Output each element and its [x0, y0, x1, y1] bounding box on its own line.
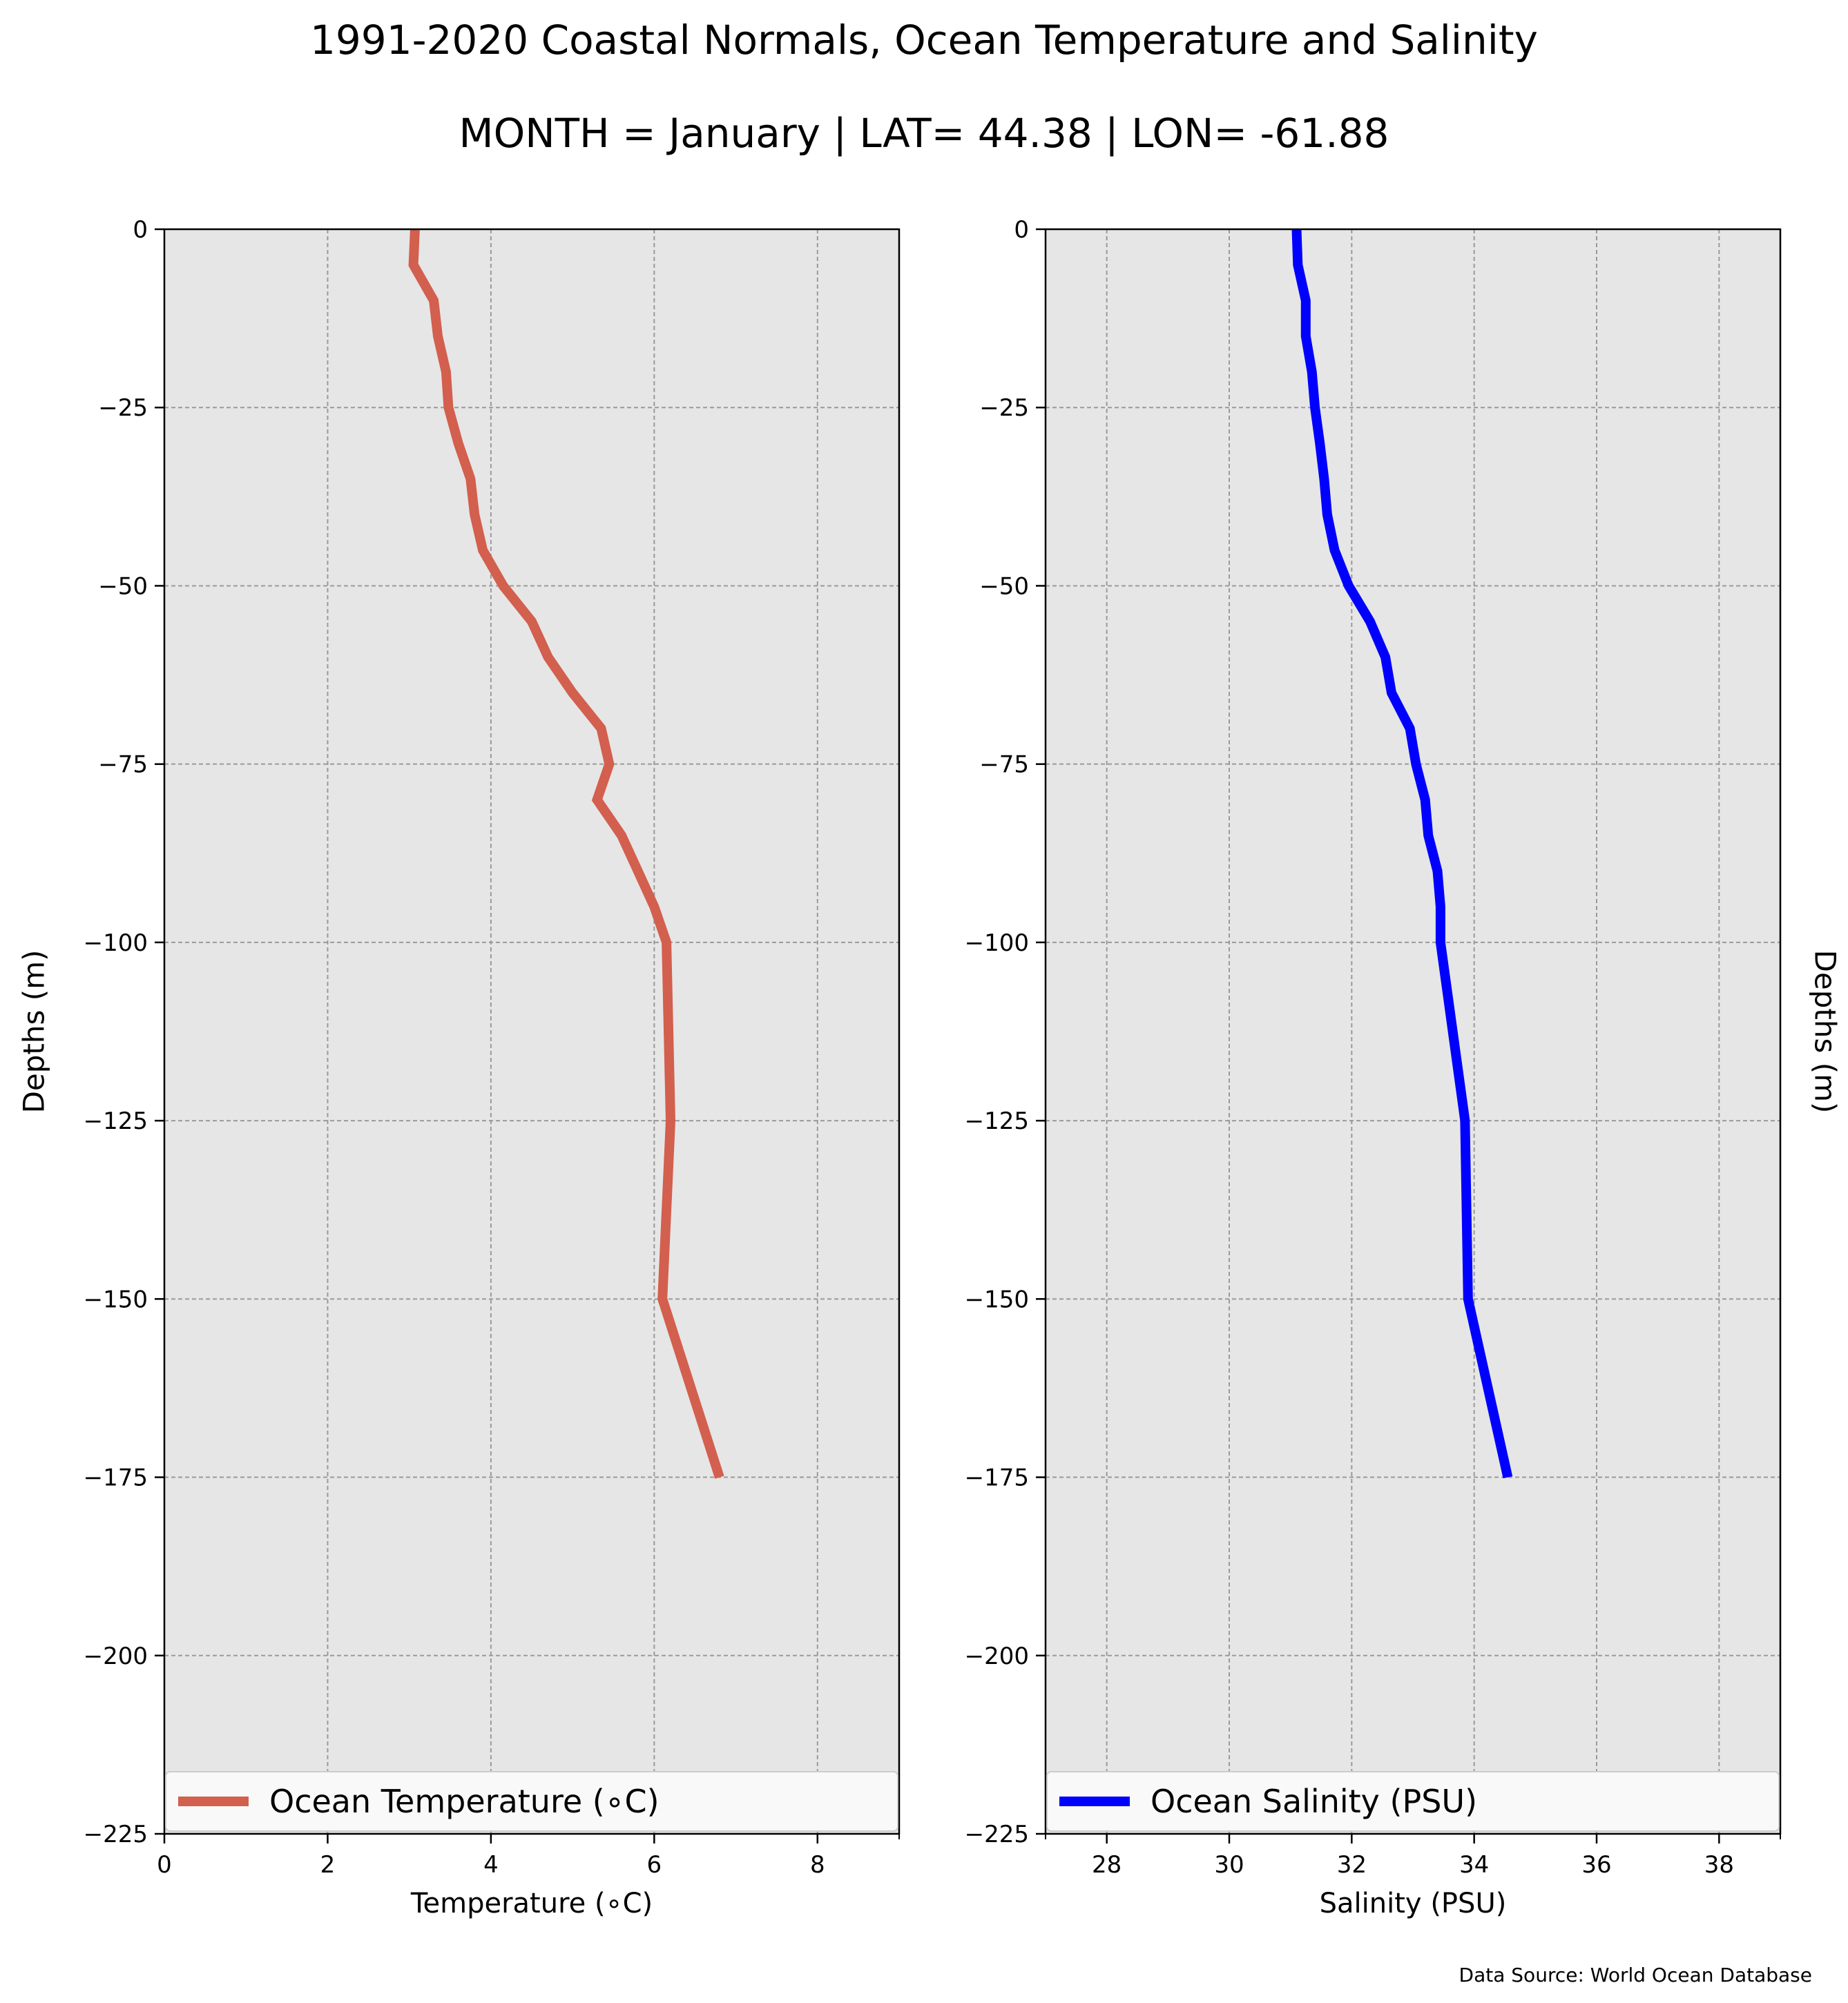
salinity-xtick-label: 38: [1704, 1851, 1734, 1879]
salinity-ytick-label: 0: [1014, 216, 1029, 244]
salinity-x-axis-label: Salinity (PSU): [1320, 1888, 1507, 1919]
temperature-legend: Ocean Temperature (∘C): [165, 1771, 898, 1832]
salinity-ytick-label: −150: [965, 1286, 1029, 1313]
temperature-chart: 0 −25 −50 −75 −100 −125 −150 −175 −200 −225 0 2 4 6 8 T…: [17, 216, 901, 1919]
temperature-axes-frame: [163, 228, 901, 1835]
salinity-ytick-label: −125: [965, 1107, 1029, 1135]
temperature-ytick-label: −100: [84, 929, 148, 957]
salinity-xtick-label: 30: [1214, 1851, 1244, 1879]
temperature-ytick-label: 0: [133, 216, 148, 244]
temperature-xtick-label: 6: [647, 1851, 662, 1879]
temperature-xtick-label: 0: [157, 1851, 172, 1879]
temperature-x-axis-label: Temperature (∘C): [410, 1888, 653, 1919]
salinity-xtick-label: 28: [1092, 1851, 1122, 1879]
salinity-chart: 0 −25 −50 −75 −100 −125 −150 −175 −200 −225 28 30 32…: [965, 216, 1842, 1919]
temperature-ytick-label: −25: [98, 394, 148, 422]
temperature-ytick-label: −75: [98, 751, 148, 779]
salinity-xtick-label: 34: [1459, 1851, 1489, 1879]
salinity-xtick-label: 36: [1581, 1851, 1611, 1879]
temperature-ytick-label: −225: [84, 1821, 148, 1848]
salinity-ytick-label: −100: [965, 929, 1029, 957]
temperature-xtick-label: 2: [320, 1851, 336, 1879]
temperature-ytick-label: −125: [84, 1107, 148, 1135]
temperature-xtick-label: 8: [810, 1851, 825, 1879]
data-source-note: Data Source: World Ocean Database: [1459, 1964, 1812, 1986]
chart-title: 1991-2020 Coastal Normals, Ocean Tempera…: [310, 17, 1538, 64]
temperature-ytick-label: −175: [84, 1464, 148, 1492]
temperature-ytick-label: −50: [98, 572, 148, 600]
salinity-axes-frame: [1044, 228, 1782, 1835]
salinity-xtick-label: 32: [1337, 1851, 1367, 1879]
temperature-y-axis-label: Depths (m): [17, 950, 51, 1114]
salinity-legend-box: [1046, 1771, 1780, 1832]
salinity-ytick-label: −225: [965, 1821, 1029, 1848]
salinity-y-axis-label: Depths (m): [1809, 950, 1842, 1114]
salinity-ytick-label: −200: [965, 1643, 1029, 1670]
temperature-xtick-label: 4: [483, 1851, 499, 1879]
salinity-plot-area: [1046, 229, 1780, 1834]
temperature-legend-label: Ocean Temperature (∘C): [269, 1783, 660, 1820]
salinity-ytick-label: −175: [965, 1464, 1029, 1492]
salinity-ytick-label: −25: [979, 394, 1029, 422]
salinity-legend: Ocean Salinity (PSU): [1046, 1771, 1780, 1832]
temperature-plot-area: [164, 229, 899, 1834]
salinity-ytick-label: −75: [979, 751, 1029, 779]
chart-subtitle: MONTH = January | LAT= 44.38 | LON= -61.…: [459, 110, 1389, 157]
temperature-series-line: [408, 229, 724, 1479]
temperature-ytick-label: −150: [84, 1286, 148, 1313]
temperature-ytick-label: −200: [84, 1643, 148, 1670]
temperature-legend-box: [165, 1771, 898, 1832]
salinity-ytick-label: −50: [979, 572, 1029, 600]
salinity-legend-label: Ocean Salinity (PSU): [1151, 1783, 1477, 1820]
salinity-series-line: [1291, 229, 1513, 1479]
